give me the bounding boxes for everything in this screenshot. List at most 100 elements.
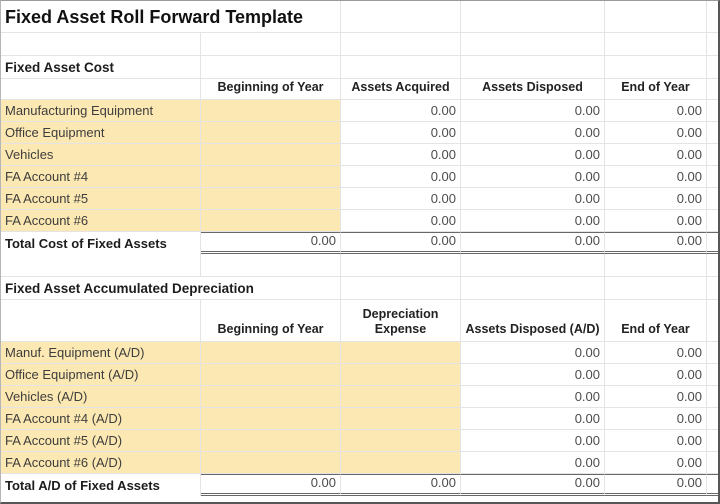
value-cell[interactable]: 0.00 (461, 122, 605, 143)
value-cell[interactable]: 0.00 (461, 342, 605, 363)
empty-cell (461, 33, 605, 55)
value-cell[interactable]: 0.00 (605, 408, 707, 429)
empty-cell (341, 56, 461, 78)
empty-cell (707, 342, 718, 363)
value-cell[interactable] (201, 122, 341, 143)
value-cell[interactable]: 0.00 (341, 122, 461, 143)
page-title: Fixed Asset Roll Forward Template (1, 1, 341, 32)
value-cell[interactable] (341, 452, 461, 473)
value-cell[interactable]: 0.00 (605, 386, 707, 407)
table-row: FA Account #5 (A/D) 0.00 0.00 (1, 430, 718, 452)
value-cell[interactable] (201, 100, 341, 121)
value-cell[interactable] (341, 364, 461, 385)
column-header[interactable]: End of Year (605, 79, 707, 99)
value-cell[interactable]: 0.00 (461, 452, 605, 473)
value-cell[interactable]: 0.00 (605, 364, 707, 385)
total-row: Total Cost of Fixed Assets 0.00 0.00 0.00 0.… (1, 232, 718, 254)
value-cell[interactable] (201, 408, 341, 429)
column-header-row: Beginning of Year Depreciation Expense Ass… (1, 300, 718, 342)
empty-cell (341, 254, 461, 276)
value-cell[interactable]: 0.00 (605, 100, 707, 121)
column-header[interactable]: Assets Acquired (341, 79, 461, 99)
table-row: Manuf. Equipment (A/D) 0.00 0.00 (1, 342, 718, 364)
empty-cell (201, 33, 341, 55)
value-cell[interactable] (201, 210, 341, 231)
column-header[interactable]: Beginning of Year (201, 300, 341, 341)
total-value-cell[interactable]: 0.00 (461, 474, 605, 496)
value-cell[interactable]: 0.00 (461, 100, 605, 121)
value-cell[interactable] (201, 144, 341, 165)
value-cell[interactable]: 0.00 (341, 144, 461, 165)
value-cell[interactable] (201, 342, 341, 363)
row-label-cell[interactable]: FA Account #5 (1, 188, 201, 209)
empty-cell (707, 56, 718, 78)
total-value-cell[interactable]: 0.00 (605, 232, 707, 254)
total-label-cell[interactable]: Total Cost of Fixed Assets (1, 232, 201, 254)
value-cell[interactable] (341, 342, 461, 363)
total-label-cell[interactable]: Total A/D of Fixed Assets (1, 474, 201, 496)
value-cell[interactable]: 0.00 (605, 144, 707, 165)
empty-cell (461, 56, 605, 78)
value-cell[interactable] (201, 188, 341, 209)
total-value-cell[interactable]: 0.00 (341, 232, 461, 254)
empty-cell (605, 254, 707, 276)
row-label-cell[interactable]: FA Account #6 (A/D) (1, 452, 201, 473)
value-cell[interactable]: 0.00 (461, 144, 605, 165)
empty-cell (707, 364, 718, 385)
table-row: Manufacturing Equipment 0.00 0.00 0.00 (1, 100, 718, 122)
row-label-cell[interactable]: FA Account #4 (A/D) (1, 408, 201, 429)
value-cell[interactable]: 0.00 (461, 364, 605, 385)
value-cell[interactable]: 0.00 (341, 210, 461, 231)
total-value-cell[interactable]: 0.00 (201, 474, 341, 496)
value-cell[interactable]: 0.00 (341, 166, 461, 187)
value-cell[interactable]: 0.00 (341, 100, 461, 121)
column-header[interactable]: End of Year (605, 300, 707, 341)
column-header[interactable]: Beginning of Year (201, 79, 341, 99)
table-row: Vehicles (A/D) 0.00 0.00 (1, 386, 718, 408)
value-cell[interactable] (201, 430, 341, 451)
total-value-cell[interactable]: 0.00 (605, 474, 707, 496)
value-cell[interactable]: 0.00 (605, 430, 707, 451)
total-value-cell[interactable]: 0.00 (201, 232, 341, 254)
value-cell[interactable]: 0.00 (461, 386, 605, 407)
column-header[interactable]: Depreciation Expense (341, 300, 461, 341)
value-cell[interactable]: 0.00 (605, 122, 707, 143)
row-label-cell[interactable]: Vehicles (A/D) (1, 386, 201, 407)
value-cell[interactable]: 0.00 (605, 188, 707, 209)
row-label-cell[interactable]: Manufacturing Equipment (1, 100, 201, 121)
value-cell[interactable]: 0.00 (605, 452, 707, 473)
value-cell[interactable]: 0.00 (605, 166, 707, 187)
row-label-cell[interactable]: FA Account #6 (1, 210, 201, 231)
value-cell[interactable] (341, 408, 461, 429)
table-row: FA Account #5 0.00 0.00 0.00 (1, 188, 718, 210)
value-cell[interactable]: 0.00 (461, 210, 605, 231)
value-cell[interactable] (341, 430, 461, 451)
total-row: Total A/D of Fixed Assets 0.00 0.00 0.00 0.0… (1, 474, 718, 496)
value-cell[interactable]: 0.00 (461, 188, 605, 209)
value-cell[interactable]: 0.00 (341, 188, 461, 209)
value-cell[interactable] (341, 386, 461, 407)
value-cell[interactable]: 0.00 (461, 430, 605, 451)
column-header[interactable]: Assets Disposed (461, 79, 605, 99)
value-cell[interactable]: 0.00 (605, 210, 707, 231)
row-label-cell[interactable]: FA Account #4 (1, 166, 201, 187)
value-cell[interactable] (201, 386, 341, 407)
row-label-cell[interactable]: FA Account #5 (A/D) (1, 430, 201, 451)
total-value-cell[interactable]: 0.00 (341, 474, 461, 496)
row-label-cell[interactable]: Office Equipment (1, 122, 201, 143)
row-label-cell[interactable]: Manuf. Equipment (A/D) (1, 342, 201, 363)
empty-cell (707, 386, 718, 407)
title-row: Fixed Asset Roll Forward Template (1, 1, 718, 33)
row-label-cell[interactable]: Office Equipment (A/D) (1, 364, 201, 385)
value-cell[interactable] (201, 364, 341, 385)
column-header[interactable]: Assets Disposed (A/D) (461, 300, 605, 341)
row-label-cell[interactable]: Vehicles (1, 144, 201, 165)
empty-cell (605, 33, 707, 55)
value-cell[interactable] (201, 452, 341, 473)
value-cell[interactable]: 0.00 (461, 408, 605, 429)
value-cell[interactable] (201, 166, 341, 187)
total-value-cell[interactable]: 0.00 (461, 232, 605, 254)
value-cell[interactable]: 0.00 (605, 342, 707, 363)
empty-cell (707, 254, 718, 276)
value-cell[interactable]: 0.00 (461, 166, 605, 187)
